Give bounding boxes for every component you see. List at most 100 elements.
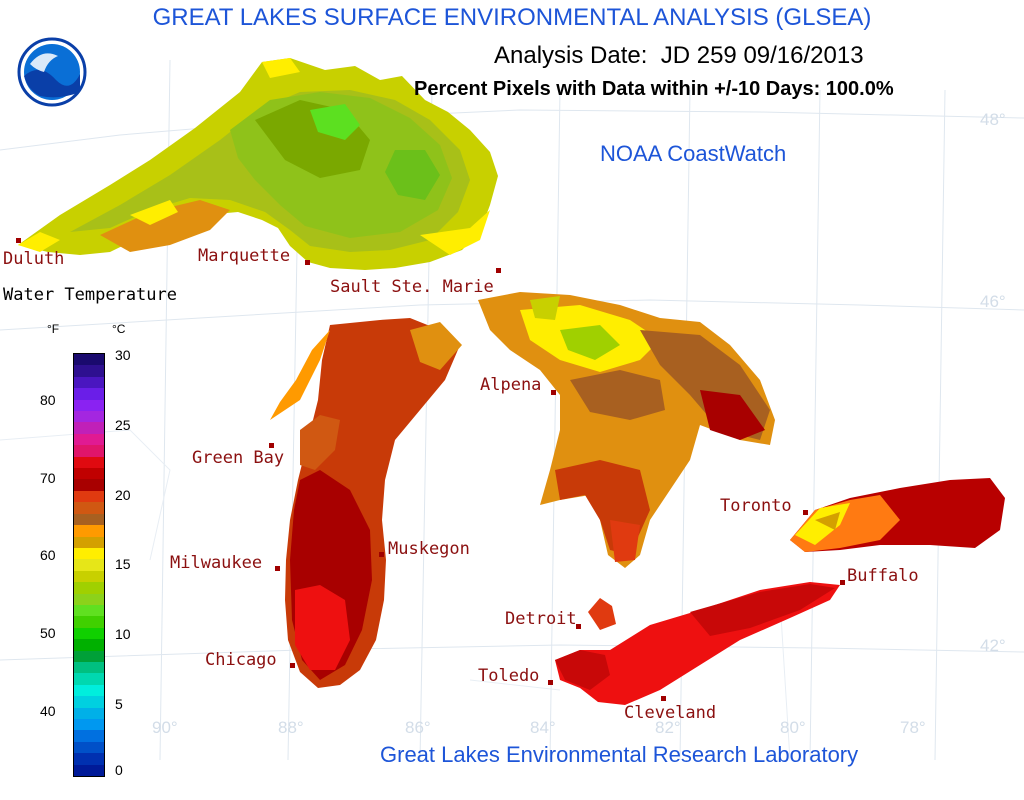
c-tick: 15 xyxy=(115,556,131,572)
city-label: Duluth xyxy=(3,249,65,269)
city-marker xyxy=(290,663,295,668)
lake-superior xyxy=(18,58,498,270)
colorbar-segment xyxy=(74,433,104,446)
colorbar-segment xyxy=(74,661,104,674)
lake-erie xyxy=(555,582,840,705)
analysis-date: Analysis Date: JD 259 09/16/2013 xyxy=(494,42,864,69)
lat-label: 48° xyxy=(980,110,1006,129)
colorbar-segment xyxy=(74,490,104,503)
city-marker xyxy=(551,390,556,395)
city-label: Chicago xyxy=(205,650,277,670)
c-tick: 30 xyxy=(115,347,131,363)
colorbar-segment xyxy=(74,456,104,469)
colorbar-segment xyxy=(74,525,104,537)
lon-label: 78° xyxy=(900,718,926,737)
city-label: Toledo xyxy=(478,666,540,686)
legend-unit-c: °C xyxy=(112,322,126,336)
colorbar-segment xyxy=(74,422,104,434)
c-tick: 0 xyxy=(115,762,123,778)
colorbar-segment xyxy=(74,536,104,548)
city-marker xyxy=(269,443,274,448)
lake-michigan xyxy=(270,318,462,688)
colorbar-segment xyxy=(74,684,104,697)
c-tick: 25 xyxy=(115,417,131,433)
colorbar-segment xyxy=(74,650,104,662)
colorbar-segment xyxy=(74,559,104,571)
city-marker xyxy=(661,696,666,701)
lon-label: 84° xyxy=(530,718,556,737)
f-tick: 60 xyxy=(40,547,56,563)
colorbar-segment xyxy=(74,582,104,594)
legend-title: Water Temperature xyxy=(3,285,177,305)
lake-huron xyxy=(478,292,775,568)
colorbar-segment xyxy=(74,616,104,628)
colorbar-segment xyxy=(74,730,104,742)
colorbar-segment xyxy=(74,411,104,423)
colorbar-segment xyxy=(74,673,104,685)
f-tick: 50 xyxy=(40,625,56,641)
city-label: Alpena xyxy=(480,375,542,395)
colorbar-segment xyxy=(74,696,104,708)
colorbar-segment xyxy=(74,604,104,617)
city-marker xyxy=(803,510,808,515)
colorbar-segment xyxy=(74,468,104,480)
colorbar-segment xyxy=(74,354,104,366)
city-label: Sault Ste. Marie xyxy=(330,277,494,297)
colorbar-segment xyxy=(74,570,104,583)
temperature-colorbar xyxy=(73,353,105,777)
city-label: Toronto xyxy=(720,496,792,516)
colorbar-segment xyxy=(74,719,104,731)
city-marker xyxy=(548,680,553,685)
city-marker xyxy=(275,566,280,571)
c-tick: 5 xyxy=(115,696,123,712)
city-marker xyxy=(496,268,501,273)
c-tick: 20 xyxy=(115,487,131,503)
colorbar-segment xyxy=(74,741,104,754)
city-label: Buffalo xyxy=(847,566,919,586)
city-label: Green Bay xyxy=(192,448,285,468)
colorbar-segment xyxy=(74,547,104,560)
lon-label: 86° xyxy=(405,718,431,737)
colorbar-segment xyxy=(74,365,104,377)
colorbar-segment xyxy=(74,764,104,777)
city-label: Cleveland xyxy=(624,703,717,723)
lon-label: 82° xyxy=(655,718,681,737)
city-label: Marquette xyxy=(198,246,291,266)
colorbar-segment xyxy=(74,639,104,651)
lat-label: 46° xyxy=(980,292,1006,311)
city-marker xyxy=(16,238,21,243)
city-label: Milwaukee xyxy=(170,553,263,573)
f-tick: 70 xyxy=(40,470,56,486)
lon-label: 80° xyxy=(780,718,806,737)
colorbar-segment xyxy=(74,376,104,389)
lon-label: 90° xyxy=(152,718,178,737)
colorbar-segment xyxy=(74,753,104,765)
coastwatch-label: NOAA CoastWatch xyxy=(600,141,787,166)
lake-ontario xyxy=(790,478,1005,552)
colorbar-segment xyxy=(74,513,104,526)
page-title: GREAT LAKES SURFACE ENVIRONMENTAL ANALYS… xyxy=(152,4,872,31)
city-marker xyxy=(305,260,310,265)
colorbar-segment xyxy=(74,707,104,719)
city-label: Detroit xyxy=(505,609,577,629)
noaa-logo-icon xyxy=(17,37,87,107)
c-tick: 10 xyxy=(115,626,131,642)
lat-label: 42° xyxy=(980,636,1006,655)
city-marker xyxy=(840,580,845,585)
legend-unit-f: °F xyxy=(47,322,60,336)
lon-label: 88° xyxy=(278,718,304,737)
f-tick: 40 xyxy=(40,703,56,719)
colorbar-segment xyxy=(74,502,104,514)
colorbar-segment xyxy=(74,593,104,605)
percent-pixels: Percent Pixels with Data within +/-10 Da… xyxy=(414,78,894,100)
city-marker xyxy=(379,552,384,557)
colorbar-segment xyxy=(74,479,104,491)
colorbar-segment xyxy=(74,399,104,412)
city-marker xyxy=(576,624,581,629)
city-label: Muskegon xyxy=(388,539,470,559)
colorbar-segment xyxy=(74,388,104,400)
glerl-label: Great Lakes Environmental Research Labor… xyxy=(380,742,859,767)
f-tick: 80 xyxy=(40,392,56,408)
colorbar-segment xyxy=(74,445,104,457)
